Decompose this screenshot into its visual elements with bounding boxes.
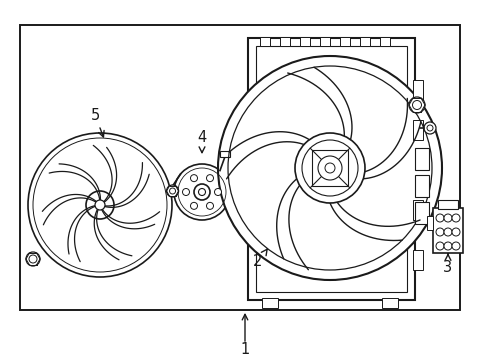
Text: 2: 2 xyxy=(253,249,267,270)
Circle shape xyxy=(451,228,459,236)
Circle shape xyxy=(29,255,37,263)
Circle shape xyxy=(443,242,451,250)
Circle shape xyxy=(443,214,451,222)
Circle shape xyxy=(169,188,175,194)
Bar xyxy=(260,37,269,46)
Circle shape xyxy=(28,133,172,277)
Bar xyxy=(311,150,347,186)
Circle shape xyxy=(408,97,424,113)
Bar xyxy=(379,37,389,46)
Circle shape xyxy=(426,125,432,131)
Circle shape xyxy=(435,242,443,250)
Bar xyxy=(426,216,432,230)
Text: 3: 3 xyxy=(443,254,451,274)
Circle shape xyxy=(451,242,459,250)
Circle shape xyxy=(206,175,213,182)
Bar xyxy=(220,150,229,157)
Bar xyxy=(262,298,278,308)
Bar xyxy=(412,250,422,270)
Circle shape xyxy=(435,214,443,222)
Bar xyxy=(437,200,457,209)
Circle shape xyxy=(166,185,178,197)
Text: 5: 5 xyxy=(90,108,104,137)
Circle shape xyxy=(95,200,105,210)
Circle shape xyxy=(190,202,197,210)
Bar xyxy=(414,175,428,197)
Circle shape xyxy=(294,133,364,203)
Circle shape xyxy=(423,122,435,134)
Circle shape xyxy=(194,184,209,200)
Circle shape xyxy=(412,100,421,109)
Bar xyxy=(414,148,428,170)
Bar xyxy=(359,37,369,46)
Bar xyxy=(319,37,329,46)
Bar xyxy=(412,80,422,100)
Bar xyxy=(280,37,289,46)
Bar xyxy=(299,37,309,46)
Bar xyxy=(414,202,428,224)
Circle shape xyxy=(26,252,40,266)
Circle shape xyxy=(190,175,197,182)
Circle shape xyxy=(86,191,114,219)
Circle shape xyxy=(218,56,441,280)
Circle shape xyxy=(174,164,229,220)
Circle shape xyxy=(325,163,334,173)
Text: 1: 1 xyxy=(240,342,249,357)
Bar xyxy=(247,38,414,300)
Circle shape xyxy=(206,202,213,210)
Circle shape xyxy=(182,189,189,195)
Circle shape xyxy=(198,189,205,195)
Bar xyxy=(432,208,462,253)
Bar xyxy=(339,37,349,46)
Circle shape xyxy=(435,228,443,236)
Bar xyxy=(381,298,397,308)
Bar xyxy=(256,46,406,292)
Text: 4: 4 xyxy=(197,130,206,153)
Bar xyxy=(412,120,422,140)
Circle shape xyxy=(214,189,221,195)
Circle shape xyxy=(451,214,459,222)
Circle shape xyxy=(443,228,451,236)
Bar xyxy=(20,25,459,310)
Circle shape xyxy=(317,156,341,180)
Bar xyxy=(412,200,422,220)
